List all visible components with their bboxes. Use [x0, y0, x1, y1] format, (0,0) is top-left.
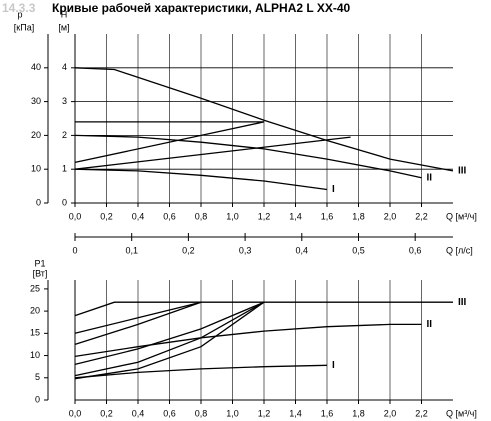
x-tick-label: 1,0	[226, 408, 239, 418]
y2-tick-label: 0	[36, 197, 41, 207]
x-tick-label: 2,2	[415, 211, 428, 221]
y-tick-label: 3	[62, 96, 67, 106]
curve	[74, 67, 454, 172]
y-tick-label: 2	[62, 130, 67, 140]
y-axis-unit: [Вт]	[33, 268, 48, 278]
x-tick-label: 0,2	[100, 211, 113, 221]
x2-tick-label: 0,3	[239, 245, 252, 255]
y-tick-label: 1	[62, 164, 67, 174]
x2-axis-label: Q [л/с]	[446, 245, 473, 255]
curve	[74, 301, 453, 317]
x-tick-label: 2,0	[384, 211, 397, 221]
x-tick-label: 0,2	[100, 408, 113, 418]
y-tick-label: 25	[30, 283, 40, 293]
curve	[74, 168, 328, 191]
curve	[74, 136, 351, 170]
curve-label: III	[458, 297, 467, 308]
y-tick-label: 0	[62, 197, 67, 207]
x-tick-label: 0,8	[195, 211, 208, 221]
x2-tick-label: 0,1	[125, 245, 138, 255]
x-tick-label: 1,6	[321, 408, 334, 418]
x2-tick-label: 0	[72, 245, 77, 255]
x-tick-label: 0,0	[69, 211, 82, 221]
y-tick-label: 20	[30, 305, 40, 315]
y-axis-label: P1	[34, 258, 45, 268]
x-tick-label: 1,8	[352, 211, 365, 221]
y2-tick-label: 30	[31, 96, 41, 106]
y-tick-label: 15	[30, 328, 40, 338]
y2-tick-label: 40	[31, 62, 41, 72]
curve	[74, 301, 202, 334]
x-tick-label: 2,0	[384, 408, 397, 418]
curve	[74, 323, 422, 358]
x2-tick-label: 0,6	[409, 245, 422, 255]
y-tick-label: 4	[62, 62, 67, 72]
curve	[74, 301, 202, 346]
y-tick-label: 0	[35, 394, 40, 404]
curve	[74, 134, 422, 179]
x-tick-label: 1,2	[258, 211, 271, 221]
x-tick-label: 1,4	[289, 211, 302, 221]
y-tick-label: 10	[30, 350, 40, 360]
x-axis-label: Q [м³/ч]	[446, 408, 477, 418]
x2-tick-label: 0,5	[352, 245, 365, 255]
x-tick-label: 1,4	[289, 408, 302, 418]
x-tick-label: 1,2	[258, 408, 271, 418]
y-axis-unit: [м]	[58, 22, 69, 32]
y2-axis-unit: [кПа]	[14, 22, 34, 32]
curve	[74, 301, 265, 380]
curve	[74, 301, 265, 366]
x-tick-label: 0,8	[195, 408, 208, 418]
y2-axis-label: p	[17, 9, 22, 19]
x-tick-label: 1,0	[226, 211, 239, 221]
curve-label: I	[332, 184, 335, 195]
x-tick-label: 2,2	[415, 408, 428, 418]
x-tick-label: 0,4	[132, 211, 145, 221]
x2-tick-label: 0,4	[296, 245, 309, 255]
x-tick-label: 0,0	[69, 408, 82, 418]
x-axis-label: Q [м³/ч]	[446, 211, 477, 221]
curve-label: III	[458, 166, 467, 177]
x-tick-label: 0,6	[163, 408, 176, 418]
x-tick-label: 1,8	[352, 408, 365, 418]
x-tick-label: 0,6	[163, 211, 176, 221]
curve	[74, 364, 328, 379]
y2-tick-label: 20	[31, 130, 41, 140]
curve	[74, 301, 265, 377]
curve-label: I	[332, 360, 335, 371]
x-tick-label: 0,4	[132, 408, 145, 418]
y-tick-label: 5	[35, 372, 40, 382]
y2-tick-label: 10	[31, 164, 41, 174]
chart-title: Кривые рабочей характеристики, ALPHA2 L …	[52, 1, 351, 15]
curve	[74, 121, 265, 164]
x2-tick-label: 0,2	[182, 245, 195, 255]
section-number: 14.3.3	[2, 1, 36, 15]
curve-label: II	[427, 319, 433, 330]
x-tick-label: 1,6	[321, 211, 334, 221]
y-axis-label: H	[61, 9, 68, 19]
curve-label: II	[427, 172, 433, 183]
